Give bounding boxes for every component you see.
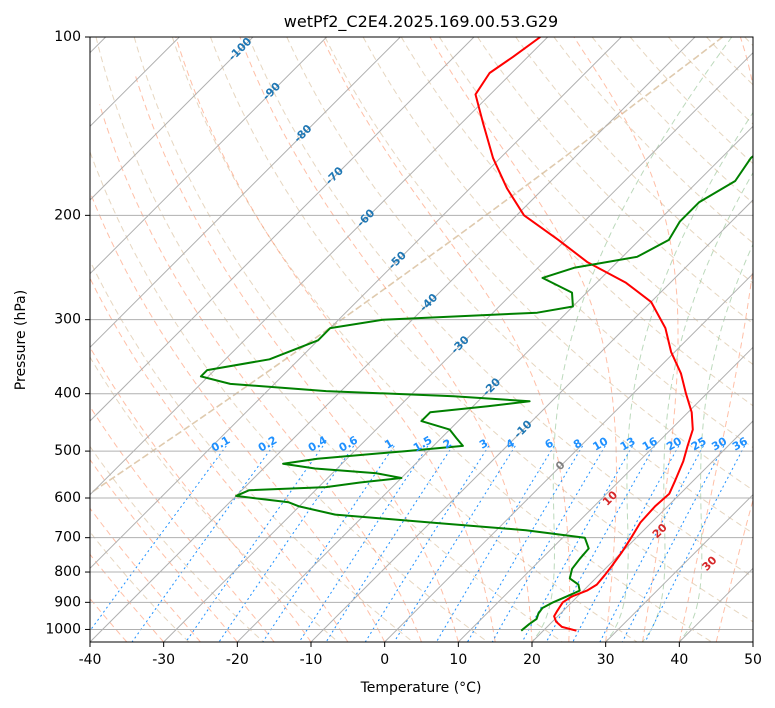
- mixing-ratio-line: [262, 445, 395, 642]
- x-tick-label: -10: [300, 652, 323, 668]
- isotherm-line: [90, 37, 401, 349]
- isotherm-line: [90, 37, 475, 422]
- y-tick-label: 400: [54, 386, 81, 402]
- reference-curve: [531, 37, 733, 642]
- lapse-label: 40: [749, 586, 769, 606]
- dry-adiabat: [553, 37, 753, 244]
- mixing-ratio-line: [644, 445, 746, 642]
- moist-adiabat: [90, 458, 238, 642]
- moist-adiabat: [321, 37, 571, 642]
- dewpoint-profile: [199, 155, 753, 632]
- dry-adiabat: [438, 37, 753, 366]
- isotherm-line: [384, 272, 753, 642]
- x-tick-label: -30: [152, 652, 175, 668]
- x-axis-label: Temperature (°C): [360, 680, 482, 696]
- plot-frame: [89, 36, 754, 643]
- moist-adiabat: [90, 405, 275, 642]
- moist-adiabat: [715, 498, 753, 642]
- y-tick-label: 700: [54, 530, 81, 546]
- mixing-ratio-line: [131, 445, 274, 642]
- dry-adiabat: [286, 37, 753, 534]
- plot-area: [90, 37, 753, 642]
- isotherm-line: [90, 37, 328, 275]
- reference-curve: [605, 111, 753, 642]
- x-tick-label: 40: [670, 652, 688, 668]
- isotherm-line: [457, 346, 753, 642]
- mixing-ratio-line: [393, 445, 516, 642]
- dry-adiabat: [248, 37, 753, 578]
- y-tick-label: 900: [54, 594, 81, 610]
- mixing-ratio-line: [599, 445, 704, 642]
- mixing-ratio-line: [185, 445, 324, 642]
- mixing-ratio-line: [572, 445, 680, 642]
- x-tick-label: 30: [597, 652, 615, 668]
- dry-adiabat: [591, 37, 753, 204]
- dry-adiabat: [210, 37, 753, 623]
- isotherm-line: [752, 641, 753, 642]
- mixing-ratio-line: [364, 445, 490, 642]
- moist-adiabat: [175, 37, 496, 642]
- isotherm-line: [531, 420, 753, 642]
- isotherm-line: [310, 199, 753, 642]
- isotherm-line: [163, 51, 753, 642]
- x-tick-label: 20: [523, 652, 541, 668]
- dry-adiabat: [171, 37, 712, 642]
- y-tick-label: 500: [54, 443, 81, 459]
- moist-adiabat: [134, 72, 459, 642]
- mixing-ratio-line: [621, 445, 725, 642]
- moist-adiabat: [90, 597, 128, 642]
- dry-adiabat: [90, 445, 264, 642]
- y-tick-label: 1000: [45, 621, 81, 637]
- moist-adiabat: [90, 507, 201, 642]
- dry-adiabat: [133, 37, 638, 642]
- reference-curve: [678, 243, 753, 642]
- x-tick-label: 50: [744, 652, 762, 668]
- y-tick-label: 300: [54, 312, 81, 328]
- moist-adiabat: [429, 37, 617, 642]
- isotherm-line: [236, 125, 753, 642]
- dry-adiabat: [95, 37, 563, 642]
- temperature-profile: [474, 37, 694, 632]
- x-tick-label: 10: [449, 652, 467, 668]
- x-tick-label: -40: [79, 652, 102, 668]
- moist-adiabat: [573, 37, 679, 642]
- dry-adiabat-bold: [90, 37, 724, 495]
- mixing-ratio-line: [545, 445, 656, 642]
- dry-adiabat: [90, 259, 414, 642]
- moist-adiabat: [752, 640, 753, 642]
- moist-adiabat: [239, 37, 533, 642]
- y-axis-label: Pressure (hPa): [13, 290, 29, 390]
- x-tick-label: -20: [226, 652, 249, 668]
- moist-adiabat: [678, 37, 753, 642]
- moist-adiabat: [0, 356, 16, 642]
- dry-adiabat: [324, 37, 753, 491]
- isotherm-line: [90, 37, 549, 496]
- isotherm-line: [90, 37, 696, 642]
- mixing-ratio-line: [90, 445, 227, 632]
- x-tick-label: 0: [380, 652, 389, 668]
- y-tick-label: 800: [54, 564, 81, 580]
- mixing-ratio-line: [435, 445, 555, 642]
- reference-curve: [642, 171, 753, 642]
- y-tick-label: 200: [54, 207, 81, 223]
- y-tick-label: 600: [54, 490, 81, 506]
- dry-adiabat: [90, 150, 488, 642]
- isotherm-line: [605, 493, 753, 642]
- mixing-ratio-line: [298, 445, 429, 642]
- dry-adiabat: [90, 356, 339, 642]
- y-tick-label: 100: [54, 29, 81, 45]
- moist-adiabat: [99, 104, 422, 642]
- chart-title: wetPf2_C2E4.2025.169.00.53.G29: [284, 12, 558, 32]
- isotherm-line: [90, 37, 254, 201]
